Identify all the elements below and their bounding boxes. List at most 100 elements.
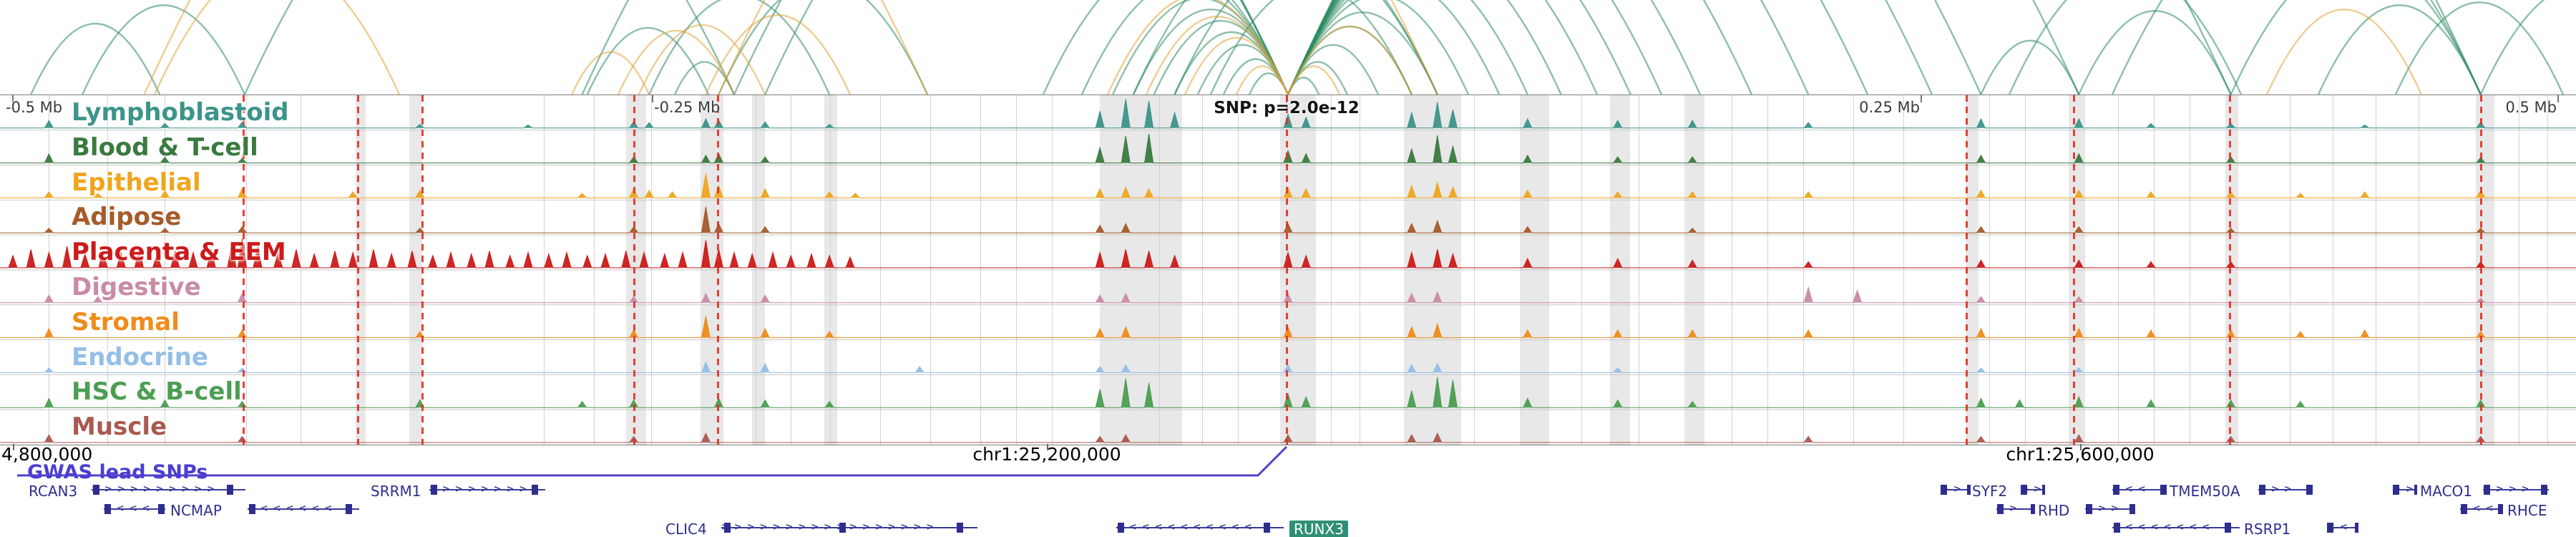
track-label-endocrine: Endocrine: [72, 342, 208, 372]
gene-exon: [1997, 504, 2004, 514]
interaction-arc: [143, 0, 929, 95]
track-label-placenta-eem: Placenta & EEM: [72, 238, 286, 267]
interaction-arc: [2265, 9, 2423, 95]
track-label-stromal: Stromal: [72, 307, 180, 337]
track-label-adipose: Adipose: [72, 203, 182, 232]
gene-label-maco1: MACO1: [2420, 483, 2473, 500]
gene-strand-arrows: <<<<<<<<: [2112, 522, 2215, 533]
gene-exon: [2484, 485, 2490, 495]
interaction-arc: [1174, 0, 1438, 95]
gene-exon: [431, 485, 437, 495]
axis-label: -0.25 Mb: [654, 99, 721, 116]
interaction-arc: [1042, 0, 1289, 95]
interaction-arc: [617, 29, 736, 95]
gwas-lead-snps-line: [17, 445, 1288, 477]
gene-label-ncmap: NCMAP: [170, 502, 222, 519]
gene-exon: [1118, 523, 1124, 533]
snp-dashed-line: [2073, 95, 2075, 445]
interaction-arc: [153, 0, 401, 95]
gene-exon: [532, 485, 538, 495]
gwas-lead-snps-label: GWAS lead SNPs: [27, 461, 208, 483]
gene-strand-arrows: <<<: [2112, 484, 2151, 495]
gene-exon: [2355, 523, 2358, 533]
interaction-arc: [1184, 37, 1289, 95]
interaction-arc: [2008, 0, 2243, 95]
signal-tracks-panel: Lymphoblastoid Blood & T-cell Epithelial Ad…: [0, 95, 2576, 445]
coordinate-label: 4,800,000: [1, 444, 93, 465]
chromatin-interaction-arcs: [30, 0, 2565, 95]
signal-epithelial: [0, 173, 2576, 198]
gene-strand-arrows: <<<<<<<<<<<: [1116, 522, 1257, 533]
track-label-digestive: Digestive: [72, 273, 201, 301]
snp-dashed-line: [243, 95, 245, 445]
gene-strand-arrows: >>>>>>>>>>: [92, 484, 220, 495]
gene-exon: [2086, 504, 2092, 514]
track-label-hsc-b-cell: HSC & B-cell: [72, 377, 242, 407]
gene-exon: [249, 504, 255, 514]
signal-endocrine: [0, 361, 2576, 373]
signal-stromal: [0, 316, 2576, 339]
interaction-arc: [1287, 0, 2482, 95]
gene-exon: [93, 485, 99, 495]
gene-exon: [2498, 504, 2503, 514]
gene-exon: [724, 523, 731, 533]
gene-exon: [2031, 504, 2035, 514]
signal-lymphoblastoid: [0, 99, 2576, 129]
interaction-arc: [2479, 0, 2545, 95]
gene-exon: [2393, 485, 2399, 495]
interaction-arc: [638, 24, 766, 95]
gene-label-srrm1: SRRM1: [371, 483, 421, 500]
gene-exon: [2160, 485, 2167, 495]
gene-exon: [1264, 523, 1270, 533]
signal-hsc-b-cell: [0, 377, 2576, 408]
gene-body-maco1: >>: [2393, 483, 2417, 496]
gene-label-rsrp1: RSRP1: [2244, 521, 2291, 537]
snp-dashed-line: [357, 95, 359, 445]
track-label-blood-t-cell: Blood & T-cell: [72, 132, 258, 162]
gene-exon: [2129, 504, 2135, 514]
snp-pvalue-label: SNP: p=2.0e-12: [1214, 99, 1360, 117]
gene-label-rhce: RHCE: [2507, 502, 2547, 519]
coordinate-tick: [2080, 444, 2082, 450]
gene-strand-arrows: >>>>: [2483, 484, 2534, 495]
gene-body-ncmap: <<<<: [104, 503, 165, 516]
gene-body-rhd: >>: [1996, 503, 2035, 516]
gene-label-rcan3: RCAN3: [29, 483, 78, 500]
gene-exon: [1967, 485, 1971, 495]
gene-body-ncmap: <<<<<<<: [248, 503, 359, 516]
gene-label-clic4: CLIC4: [665, 521, 707, 537]
axis-label: 0.5 Mb: [2505, 99, 2557, 116]
gene-exon: [2461, 504, 2467, 514]
interaction-arc: [1287, 0, 1982, 95]
interaction-arc: [1980, 39, 2080, 95]
gene-strand-arrows: >>>>>>>>>>>>>>>>>: [721, 522, 940, 533]
gene-body-clic4: >>>>>>>>>>>>>>>>>: [721, 521, 977, 534]
snp-dashed-line: [421, 95, 424, 445]
signal-placenta-eem: [0, 238, 2576, 268]
interaction-arc: [2078, 10, 2232, 95]
interaction-arc: [1145, 15, 1289, 95]
gene-exon: [2225, 523, 2231, 533]
snp-dashed-line: [2480, 95, 2482, 445]
gene-body-syf2: >>: [2021, 483, 2045, 496]
gene-body-runx3: <<<<<<<<<<<: [1116, 521, 1284, 534]
gene-exon: [1941, 485, 1947, 495]
interaction-arc: [1132, 0, 1438, 95]
interaction-arc: [1106, 0, 1289, 95]
interaction-arc: [30, 23, 161, 95]
gene-body-rcan3: >>>>>>>>>>: [92, 483, 245, 496]
signal-digestive: [0, 286, 2576, 304]
track-label-lymphoblastoid: Lymphoblastoid: [72, 98, 289, 127]
gene-strand-arrows: <<<: [2460, 503, 2499, 514]
axis-label: 0.25 Mb: [1859, 99, 1920, 116]
gene-exon: [2541, 485, 2547, 495]
gene-exon: [2113, 485, 2119, 495]
interaction-arc: [2230, 0, 2482, 95]
gene-exon: [227, 485, 233, 495]
interaction-arc: [718, 0, 929, 95]
interaction-arc: [82, 4, 246, 95]
gene-exon: [839, 523, 846, 533]
interaction-arc: [243, 0, 736, 95]
signal-blood-t-cell: [0, 133, 2576, 164]
